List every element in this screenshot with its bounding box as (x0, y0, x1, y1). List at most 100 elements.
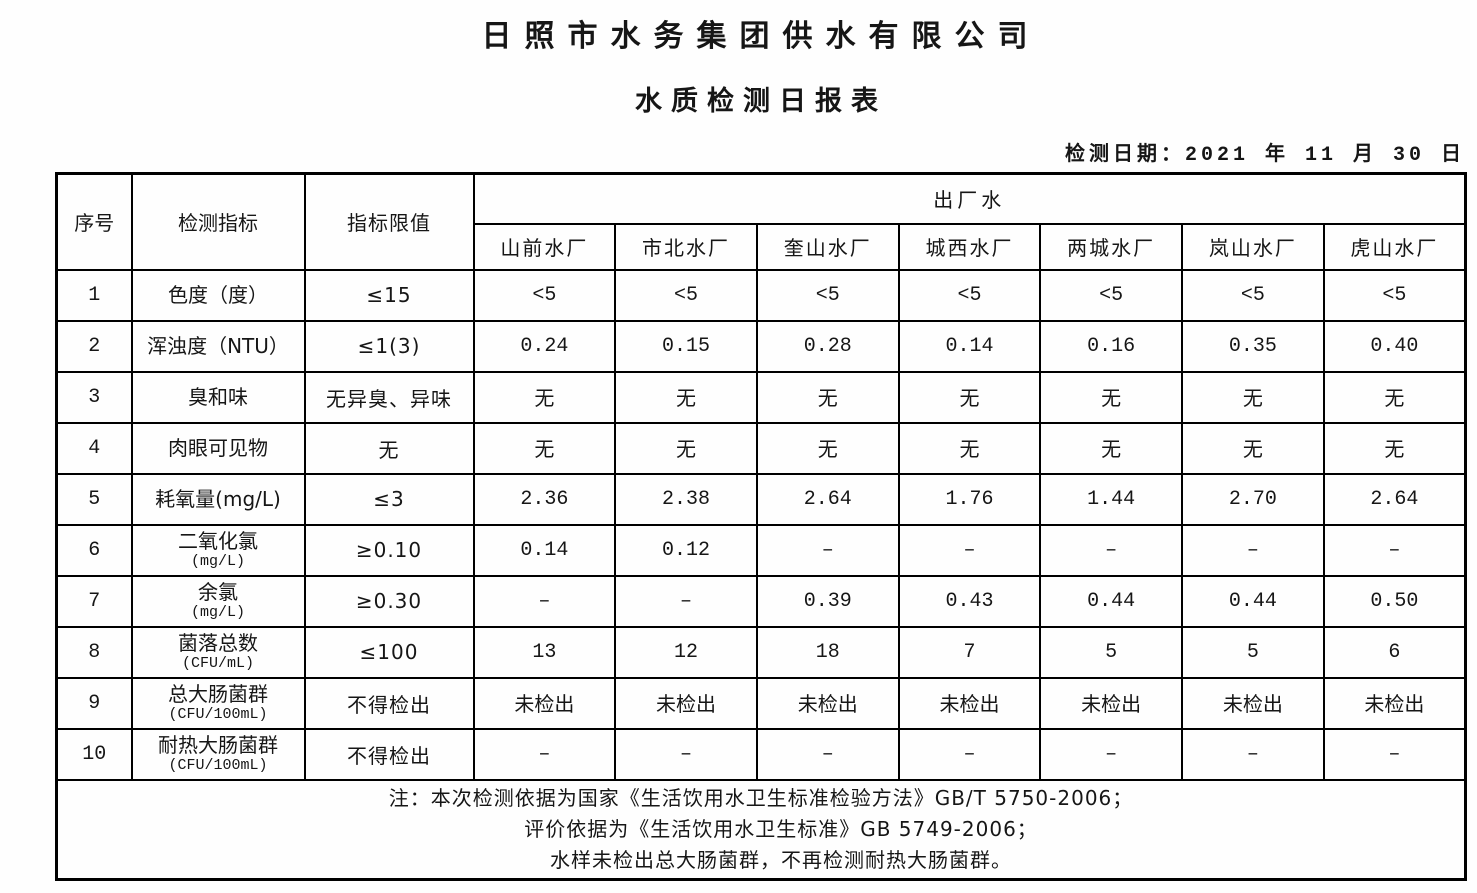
value-cell: 0.44 (1181, 574, 1325, 628)
value-cell: <5 (1039, 268, 1184, 322)
value-cell: 6 (1322, 625, 1467, 679)
value-cell: 2.70 (1181, 472, 1325, 526)
indicator-unit: (mg/L) (190, 553, 245, 570)
table-body: 1 色度（度） ≤15 <5 <5 <5 <5 <5 <5 <5 2 浑浊度（NTU） ≤1… (55, 268, 1467, 781)
value-cell: 未检出 (755, 676, 900, 730)
value-cell: 无 (1181, 421, 1325, 475)
limit-cell: ≤3 (303, 472, 475, 526)
indicator-unit: (CFU/100mL) (168, 706, 268, 723)
row-number-cell: 8 (55, 625, 133, 679)
indicator-cell: 色度（度） (130, 268, 306, 322)
indicator-name: 余氯 (198, 580, 238, 604)
row-number-cell: 1 (55, 268, 133, 322)
limit-cell: ≥0.30 (303, 574, 475, 628)
value-cell: 18 (755, 625, 900, 679)
value-cell: 7 (897, 625, 1042, 679)
indicator-name: 肉眼可见物 (168, 435, 268, 460)
value-cell: – (472, 574, 617, 628)
value-cell: 0.35 (1181, 319, 1325, 373)
indicator-unit: (mg/L) (190, 604, 245, 621)
value-cell: 0.40 (1322, 319, 1467, 373)
plant-column-header: 奎山水厂 (755, 222, 900, 271)
note-line-1: 注：本次检测依据为国家《生活饮用水卫生标准检验方法》GB/T 5750-2006… (59, 783, 1464, 814)
indicator-unit: (CFU/mL) (181, 655, 254, 672)
indicator-name: 二氧化氯 (178, 529, 258, 553)
value-cell: <5 (472, 268, 617, 322)
value-cell: 0.14 (472, 523, 617, 577)
value-cell: 无 (755, 370, 900, 424)
plant-column-header: 城西水厂 (897, 222, 1042, 271)
value-cell: 无 (472, 421, 617, 475)
indicator-cell: 浑浊度（NTU） (130, 319, 306, 373)
value-cell: 无 (1039, 370, 1184, 424)
value-cell: 未检出 (1181, 676, 1325, 730)
header-row-group: 序号 检测指标 指标限值 出厂水 (55, 172, 1467, 271)
indicator-name: 臭和味 (188, 384, 248, 409)
value-cell: 0.50 (1322, 574, 1467, 628)
value-cell: <5 (897, 268, 1042, 322)
indicator-name: 耗氧量(mg/L) (155, 486, 281, 511)
indicator-name: 总大肠菌群 (168, 682, 268, 706)
limit-cell: ≤15 (303, 268, 475, 322)
report-title: 水质检测日报表 (635, 86, 887, 117)
note-text-1: 本次检测依据为国家《生活饮用水卫生标准检验方法》GB/T 5750-2006； (430, 785, 1134, 810)
indicator-cell: 耗氧量(mg/L) (130, 472, 306, 526)
value-cell: 1.76 (897, 472, 1042, 526)
value-cell: 无 (755, 421, 900, 475)
col-header-no: 序号 (55, 172, 133, 271)
value-cell: 5 (1181, 625, 1325, 679)
col-header-limit: 指标限值 (303, 172, 475, 271)
note-line-2: 评价依据为《生活饮用水卫生标准》GB 5749-2006； (59, 814, 1464, 845)
value-cell: – (897, 727, 1042, 781)
limit-cell: 不得检出 (303, 676, 475, 730)
note-line-3: 水样未检出总大肠菌群，不再检测耐热大肠菌群。 (59, 845, 1464, 876)
table-row: 2 浑浊度（NTU） ≤1(3) 0.24 0.15 0.28 0.14 0.16 0.3… (55, 319, 1467, 373)
value-cell: – (1181, 523, 1325, 577)
note-text-3: 水样未检出总大肠菌群，不再检测耐热大肠菌群。 (550, 847, 1012, 872)
table-row: 4 肉眼可见物 无 无无无无无无无 (55, 421, 1467, 475)
col-header-indicator: 检测指标 (130, 172, 306, 271)
water-quality-table: 序号 检测指标 指标限值 出厂水 山前水厂 市北水厂 奎山水厂 城西水厂 两城水厂 岚山水… (55, 172, 1467, 881)
value-cell: <5 (614, 268, 758, 322)
col-header-group-finished-water: 出厂水 (472, 172, 1467, 225)
value-cell: 12 (614, 625, 758, 679)
value-cell: – (614, 727, 758, 781)
row-number-cell: 7 (55, 574, 133, 628)
value-cell: 无 (614, 370, 758, 424)
value-cell: – (472, 727, 617, 781)
table-row: 8 菌落总数 (CFU/mL) ≤100 13 12 18 7 5 5 6 (55, 625, 1467, 679)
value-cell: – (755, 727, 900, 781)
value-cell: 0.39 (755, 574, 900, 628)
value-cell: 无 (1039, 421, 1184, 475)
indicator-cell: 二氧化氯 (mg/L) (130, 523, 306, 577)
row-number-cell: 3 (55, 370, 133, 424)
title-block: 日照市水务集团供水有限公司 水质检测日报表 (55, 16, 1467, 120)
note-prefix: 注： (388, 785, 431, 810)
value-cell: – (1039, 727, 1184, 781)
notes-cell: 注：本次检测依据为国家《生活饮用水卫生标准检验方法》GB/T 5750-2006… (55, 778, 1467, 881)
table-row: 6 二氧化氯 (mg/L) ≥0.10 0.14 0.12– – – – – (55, 523, 1467, 577)
limit-cell: ≤100 (303, 625, 475, 679)
value-cell: <5 (1181, 268, 1325, 322)
indicator-name: 色度（度） (168, 282, 268, 307)
indicator-cell: 余氯 (mg/L) (130, 574, 306, 628)
plant-column-header: 山前水厂 (472, 222, 617, 271)
table-row: 1 色度（度） ≤15 <5 <5 <5 <5 <5 <5 <5 (55, 268, 1467, 322)
value-cell: 无 (1322, 370, 1467, 424)
indicator-name: 耐热大肠菌群 (158, 733, 278, 757)
indicator-cell: 臭和味 (130, 370, 306, 424)
value-cell: 2.38 (614, 472, 758, 526)
table-row: 10 耐热大肠菌群 (CFU/100mL) 不得检出 – – – – – – – (55, 727, 1467, 781)
value-cell: 0.44 (1039, 574, 1184, 628)
value-cell: 0.15 (614, 319, 758, 373)
limit-cell: ≥0.10 (303, 523, 475, 577)
value-cell: <5 (755, 268, 900, 322)
value-cell: 未检出 (1039, 676, 1184, 730)
plant-column-header: 虎山水厂 (1322, 222, 1467, 271)
value-cell: 未检出 (897, 676, 1042, 730)
value-cell: 无 (897, 421, 1042, 475)
value-cell: 5 (1039, 625, 1184, 679)
row-number-cell: 5 (55, 472, 133, 526)
indicator-cell: 耐热大肠菌群 (CFU/100mL) (130, 727, 306, 781)
row-number-cell: 6 (55, 523, 133, 577)
